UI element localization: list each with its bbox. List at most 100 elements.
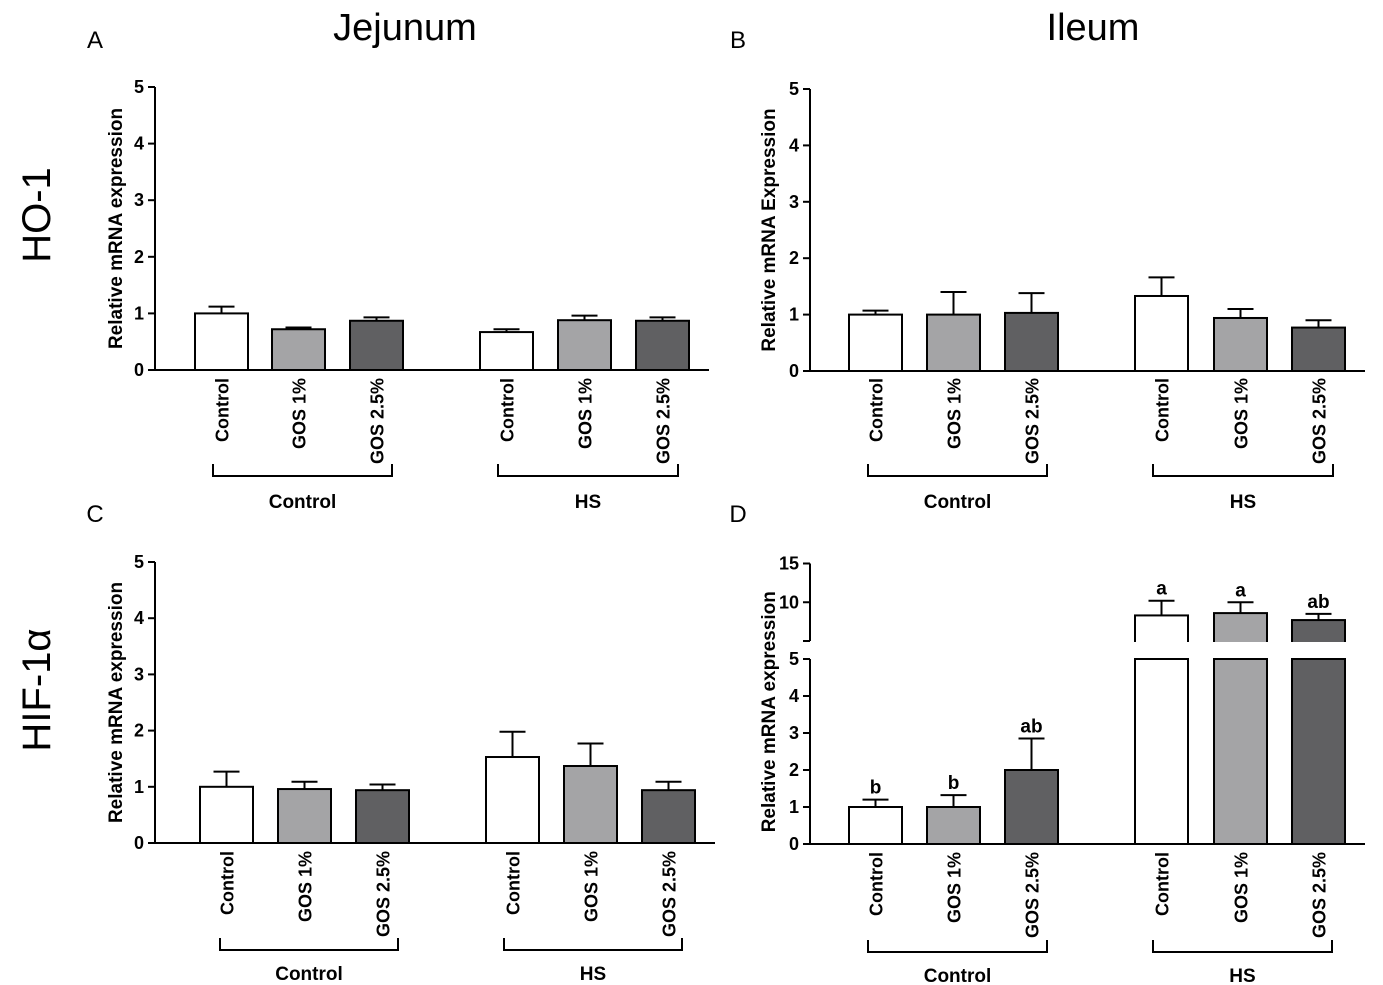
significance-letter: b — [870, 778, 882, 799]
bar — [1004, 769, 1059, 845]
y-tick-label: 4 — [789, 686, 799, 706]
bar — [479, 331, 534, 372]
bar — [926, 806, 981, 845]
y-tick-label: 3 — [134, 190, 144, 210]
bar — [563, 765, 618, 844]
y-axis-label: Relative mRNA expression — [106, 582, 127, 823]
significance-letter: ab — [1307, 592, 1329, 613]
panel-b: B 0 1 2 3 4 5 Relative mRNA Expression Control GO… — [730, 27, 1365, 513]
x-tick-label: GOS 2.5% — [1023, 852, 1043, 938]
x-tick-label: GOS 1% — [290, 378, 310, 449]
x-tick-label: GOS 2.5% — [1310, 378, 1330, 464]
y-tick-label: 5 — [789, 649, 799, 669]
x-tick-label: GOS 2.5% — [654, 378, 674, 464]
x-tick-label: Control — [867, 852, 887, 916]
group-bracket — [1152, 940, 1333, 953]
y-tick-label: 0 — [789, 834, 799, 854]
group-bracket — [219, 938, 399, 951]
y-tick-label: 0 — [134, 360, 144, 380]
bar — [355, 789, 410, 844]
column-title-ileum: Ileum — [1047, 7, 1140, 49]
x-tick-label: GOS 1% — [945, 852, 965, 923]
group-label: Control — [269, 492, 337, 513]
significance-letter: ab — [1020, 717, 1042, 738]
axis-break-gap — [1211, 642, 1270, 658]
group-label: Control — [924, 966, 992, 985]
x-tick-label: Control — [1153, 852, 1173, 916]
x-tick-label: GOS 2.5% — [660, 851, 680, 937]
bar — [557, 319, 612, 371]
bars — [848, 276, 1346, 373]
bars — [194, 305, 690, 372]
y-axis-label: Relative mRNA expression — [106, 108, 127, 349]
y-tick-label: 4 — [134, 608, 144, 628]
y-tick-label: 1 — [134, 303, 144, 323]
group-bracket — [867, 940, 1048, 953]
y-tick-label: 0 — [134, 833, 144, 853]
panel-c: C 0 1 2 3 4 5 Relative mRNA expression Control GO… — [86, 501, 715, 985]
x-tick-label: GOS 1% — [1232, 852, 1252, 923]
x-tick-label: GOS 2.5% — [374, 851, 394, 937]
x-tick-label: GOS 2.5% — [368, 378, 388, 464]
y-tick-label: 2 — [789, 760, 799, 780]
x-tick-label: GOS 2.5% — [1310, 852, 1330, 938]
bar — [199, 785, 254, 844]
bar — [848, 313, 903, 373]
group-bracket — [1152, 464, 1334, 477]
y-tick-label: 1 — [789, 797, 799, 817]
x-tick-label: GOS 2.5% — [1023, 378, 1043, 464]
bar-lower — [1213, 658, 1268, 845]
x-tick-label: GOS 1% — [296, 851, 316, 922]
group-label: Control — [275, 964, 343, 985]
group-label: HS — [1230, 492, 1256, 513]
axis-break-gap — [1289, 642, 1348, 658]
group-label: HS — [575, 492, 601, 513]
y-tick-label: 1 — [789, 305, 799, 325]
x-tick-label: GOS 1% — [576, 378, 596, 449]
bar — [1213, 316, 1268, 373]
bar — [635, 319, 690, 371]
row-title-hif1a: HIF-1α — [15, 628, 59, 751]
y-tick-label: 15 — [779, 554, 799, 574]
y-tick-label: 4 — [789, 135, 799, 155]
bar — [1134, 294, 1189, 373]
y-tick-label: 0 — [789, 361, 799, 381]
significance-letter: a — [1156, 579, 1167, 600]
bar — [1004, 311, 1059, 372]
panel-d: D 0 1 2 3 4 5 10 15 Relative mRNA expression b b ab a… — [729, 501, 1365, 985]
x-tick-label: Control — [213, 378, 233, 442]
group-bracket — [212, 464, 393, 477]
y-tick-label: 1 — [134, 777, 144, 797]
column-title-jejunum: Jejunum — [333, 7, 477, 49]
significance-letter: a — [1235, 580, 1246, 601]
group-bracket — [503, 938, 683, 951]
axis-break-gap — [1132, 642, 1191, 658]
x-tick-label: Control — [504, 851, 524, 915]
panel-letter: D — [729, 501, 746, 528]
group-label: HS — [580, 964, 606, 985]
group-label: HS — [1229, 966, 1255, 985]
y-tick-label: 2 — [789, 248, 799, 268]
bar — [485, 756, 540, 844]
bar — [641, 789, 696, 844]
x-tick-label: GOS 1% — [945, 378, 965, 449]
y-tick-label: 3 — [789, 192, 799, 212]
y-tick-label: 10 — [779, 592, 799, 612]
group-bracket — [867, 464, 1048, 477]
bar — [349, 319, 404, 371]
x-tick-label: GOS 1% — [582, 851, 602, 922]
panel-letter: B — [730, 27, 746, 54]
row-title-ho1: HO-1 — [15, 167, 59, 263]
bar — [1291, 326, 1346, 372]
y-tick-label: 2 — [134, 247, 144, 267]
bar-lower — [1134, 658, 1189, 845]
y-tick-label: 5 — [134, 552, 144, 572]
bar — [271, 328, 326, 371]
chart-panels: A 0 1 2 3 4 5 Relative mRNA expression Control GO… — [86, 27, 1365, 985]
panel-a: A 0 1 2 3 4 5 Relative mRNA expression Control GO… — [87, 27, 709, 513]
y-tick-label: 5 — [789, 79, 799, 99]
y-tick-label: 3 — [789, 723, 799, 743]
bar — [848, 806, 903, 845]
y-tick-label: 4 — [134, 134, 144, 154]
